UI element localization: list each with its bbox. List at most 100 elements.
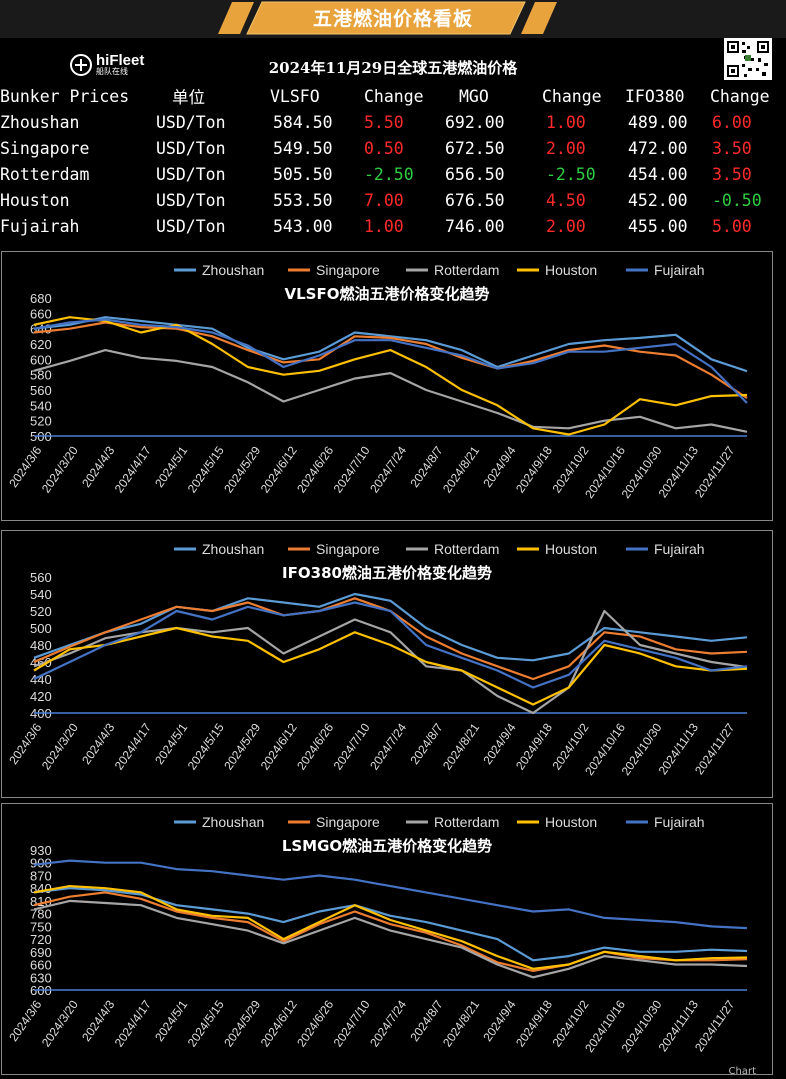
x-tick-label: 2024/9/4 bbox=[480, 443, 518, 490]
legend-label: Singapore bbox=[316, 814, 380, 830]
col-header: Change bbox=[542, 86, 602, 106]
price-cell: 656.50 bbox=[445, 164, 505, 184]
change-cell: 5.00 bbox=[712, 216, 752, 236]
x-tick-label: 2024/7/24 bbox=[367, 720, 409, 772]
series-line-fujairah bbox=[33, 318, 748, 404]
table-header-row: Bunker Prices 单位 VLSFO Change MGO Change… bbox=[0, 83, 786, 109]
unit-cell: USD/Ton bbox=[156, 190, 226, 210]
legend-item: Zhoushan bbox=[174, 541, 264, 557]
y-tick-label: 660 bbox=[30, 306, 52, 321]
x-tick-label: 2024/3/6 bbox=[6, 997, 44, 1044]
price-cell: 584.50 bbox=[273, 112, 333, 132]
change-cell: -2.50 bbox=[364, 164, 414, 184]
price-cell: 692.00 bbox=[445, 112, 505, 132]
price-cell: 543.00 bbox=[273, 216, 333, 236]
x-tick-label: 2024/3/20 bbox=[39, 997, 81, 1049]
price-cell: 672.50 bbox=[445, 138, 505, 158]
series-line-rotterdam bbox=[33, 899, 748, 979]
y-tick-label: 750 bbox=[30, 919, 52, 934]
x-tick-label: 2024/4/3 bbox=[79, 997, 117, 1044]
qr-code-icon bbox=[724, 38, 772, 80]
x-tick-label: 2024/3/6 bbox=[6, 443, 44, 490]
x-tick-label: 2024/8/21 bbox=[440, 443, 482, 495]
series-line-houston bbox=[33, 626, 748, 706]
y-tick-label: 480 bbox=[30, 638, 52, 653]
x-tick-label: 2024/8/7 bbox=[407, 443, 445, 490]
y-tick-label: 620 bbox=[30, 337, 52, 352]
y-tick-label: 540 bbox=[30, 587, 52, 602]
ifo380-chart: Zhoushan Singapore Rotterdam Houston Fujaira… bbox=[6, 541, 748, 778]
legend-item: Rotterdam bbox=[406, 262, 499, 278]
legend-label: Fujairah bbox=[654, 262, 705, 278]
change-cell: 1.00 bbox=[364, 216, 404, 236]
legend-label: Houston bbox=[545, 262, 597, 278]
port-cell: Fujairah bbox=[0, 216, 80, 236]
price-cell: 489.00 bbox=[628, 112, 688, 132]
change-cell: 1.00 bbox=[546, 112, 586, 132]
unit-cell: USD/Ton bbox=[156, 164, 226, 184]
legend-item: Singapore bbox=[288, 541, 380, 557]
y-tick-label: 680 bbox=[30, 291, 52, 306]
x-tick-label: 2024/4/17 bbox=[112, 720, 154, 772]
legend-item: Singapore bbox=[288, 262, 380, 278]
table-row: Zhoushan USD/Ton 584.50 5.50 692.00 1.00 489.0… bbox=[0, 109, 786, 135]
series-line-rotterdam bbox=[33, 609, 748, 715]
port-cell: Houston bbox=[0, 190, 70, 210]
chart-title: VLSFO燃油五港价格变化趋势 bbox=[285, 285, 490, 303]
vlsfo-chart-panel: Zhoushan Singapore Rotterdam Houston Fujaira… bbox=[1, 251, 773, 521]
price-cell: 549.50 bbox=[273, 138, 333, 158]
port-cell: Singapore bbox=[0, 138, 90, 158]
x-tick-label: 2024/8/7 bbox=[407, 997, 445, 1044]
x-tick-label: 2024/4/3 bbox=[79, 443, 117, 490]
price-cell: 454.00 bbox=[628, 164, 688, 184]
change-cell: 5.50 bbox=[364, 112, 404, 132]
series-line-fujairah bbox=[33, 859, 748, 930]
change-cell: 3.50 bbox=[712, 138, 752, 158]
y-tick-label: 440 bbox=[30, 672, 52, 687]
price-cell: 505.50 bbox=[273, 164, 333, 184]
x-tick-label: 2024/4/3 bbox=[79, 720, 117, 767]
globe-icon bbox=[70, 54, 92, 76]
y-tick-label: 630 bbox=[30, 970, 52, 985]
date-title: 2024年11月29日全球五港燃油价格 bbox=[268, 59, 518, 77]
page-title: 五港燃油价格看板 bbox=[312, 8, 473, 30]
legend-label: Zhoushan bbox=[202, 541, 264, 557]
legend-label: Rotterdam bbox=[434, 262, 499, 278]
unit-cell: USD/Ton bbox=[156, 138, 226, 158]
price-cell: 746.00 bbox=[445, 216, 505, 236]
title-banner: 五港燃油价格看板 bbox=[0, 0, 786, 38]
ifo380-chart-panel: Zhoushan Singapore Rotterdam Houston Fujaira… bbox=[1, 530, 773, 798]
x-tick-label: 2024/5/1 bbox=[152, 443, 190, 490]
price-cell: 452.00 bbox=[628, 190, 688, 210]
y-tick-label: 560 bbox=[30, 570, 52, 585]
change-cell: 2.00 bbox=[546, 138, 586, 158]
x-tick-label: 2024/4/17 bbox=[112, 443, 154, 495]
y-tick-label: 560 bbox=[30, 383, 52, 398]
legend-label: Houston bbox=[545, 541, 597, 557]
x-tick-label: 2024/9/4 bbox=[480, 720, 518, 767]
change-cell: 0.50 bbox=[364, 138, 404, 158]
series-line-rotterdam bbox=[33, 348, 748, 433]
x-tick-label: 2024/3/20 bbox=[39, 443, 81, 495]
footer-text: Chart bbox=[728, 1066, 756, 1077]
y-tick-label: 520 bbox=[30, 414, 52, 429]
series-line-fujairah bbox=[33, 601, 748, 689]
col-header: 单位 bbox=[172, 88, 205, 107]
y-tick-label: 600 bbox=[30, 352, 52, 367]
y-tick-label: 540 bbox=[30, 398, 52, 413]
x-tick-label: 2024/3/6 bbox=[6, 720, 44, 767]
series-line-singapore bbox=[33, 321, 748, 400]
y-tick-label: 720 bbox=[30, 932, 52, 947]
legend-label: Fujairah bbox=[654, 814, 705, 830]
port-cell: Zhoushan bbox=[0, 112, 80, 132]
legend-item: Rotterdam bbox=[406, 541, 499, 557]
legend-label: Fujairah bbox=[654, 541, 705, 557]
x-tick-label: 2024/5/1 bbox=[152, 720, 190, 767]
y-tick-label: 690 bbox=[30, 945, 52, 960]
chart-title: LSMGO燃油五港价格变化趋势 bbox=[282, 837, 492, 855]
col-header: Bunker Prices bbox=[0, 86, 130, 106]
bunker-price-table: Bunker Prices 单位 VLSFO Change MGO Change… bbox=[0, 83, 786, 239]
legend-label: Singapore bbox=[316, 262, 380, 278]
legend-item: Houston bbox=[517, 814, 597, 830]
legend-label: Rotterdam bbox=[434, 541, 499, 557]
